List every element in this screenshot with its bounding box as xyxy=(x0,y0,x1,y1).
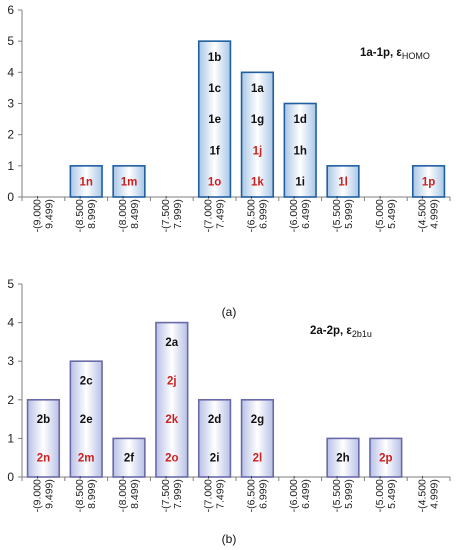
x-tick-label: -(7.500-7.999) xyxy=(160,195,184,232)
bar-label: 2e xyxy=(80,414,93,426)
x-tick-label: -(5.000-5.499) xyxy=(374,475,398,512)
bar-label: 1a xyxy=(251,83,264,95)
bar xyxy=(69,360,103,478)
x-tick-label: -(5.000-5.499) xyxy=(374,195,398,232)
bar xyxy=(369,437,403,478)
x-tick-label: -(5.500-5.999) xyxy=(331,195,355,232)
bar xyxy=(240,398,275,478)
bar-label: 2o xyxy=(165,453,178,465)
bar xyxy=(112,165,146,198)
x-tick-label: -(8.000-8.499) xyxy=(117,475,141,512)
bar-label: 2n xyxy=(37,453,50,465)
bar-label: 1m xyxy=(121,176,138,188)
bar-label: 1i xyxy=(295,176,305,188)
bar-label: 1f xyxy=(209,145,219,157)
bar xyxy=(240,71,275,198)
bar-label: 1p xyxy=(422,176,435,188)
bar-label: 1k xyxy=(251,176,264,188)
x-tick-label: -(8.500-8.999) xyxy=(74,475,98,512)
x-tick-label: -(9.000-9.499) xyxy=(31,195,55,232)
bar-label: 2m xyxy=(78,453,95,465)
series-annotation: 1a-1p, εHOMO xyxy=(360,47,430,61)
bar xyxy=(197,398,232,478)
bar-label: 2k xyxy=(165,414,178,426)
bar-label: 2a xyxy=(165,337,178,349)
x-tick-label: -(4.500-4.999) xyxy=(417,195,441,232)
bar-label: 2i xyxy=(210,453,220,465)
bar-label: 1b xyxy=(208,52,221,64)
series-annotation: 2a-2p, ε2b1u xyxy=(310,325,372,339)
bar-label: 1h xyxy=(293,145,306,157)
y-tick-label: 5 xyxy=(7,34,14,48)
bar-label: 2b xyxy=(37,414,50,426)
bar-label: 2d xyxy=(208,414,221,426)
bar-label: 1o xyxy=(208,176,221,188)
bar-label: 2j xyxy=(167,376,177,388)
panel-caption: (a) xyxy=(222,305,237,319)
x-tick-label: -(6.500-6.999) xyxy=(245,475,269,512)
chart-panel-a: 0 1 2 3 4 5 6 -(9.000-9.499) 1n -(8.500-8.999) 1m -… xyxy=(7,3,451,319)
y-tick-label: 2 xyxy=(7,128,14,142)
y-tick-label: 3 xyxy=(7,97,14,111)
x-tick-label: -(9.000-9.499) xyxy=(31,475,55,512)
bar xyxy=(69,165,103,198)
bar xyxy=(326,165,360,198)
x-tick-label: -(4.500-4.999) xyxy=(417,475,441,512)
bar xyxy=(326,437,360,478)
x-tick-label: -(6.000-6.499) xyxy=(288,475,312,512)
bar-label: 1g xyxy=(251,114,264,126)
bar-label: 1j xyxy=(253,145,263,157)
x-tick-label: -(6.500-6.999) xyxy=(245,195,269,232)
bar-label: 2h xyxy=(336,453,349,465)
y-tick-label: 4 xyxy=(7,316,14,330)
bar-label: 2c xyxy=(80,376,93,388)
y-tick-label: 0 xyxy=(7,190,14,204)
panel-caption: (b) xyxy=(222,532,237,546)
bar-label: 2l xyxy=(253,453,263,465)
bar xyxy=(411,165,446,198)
bar xyxy=(112,437,146,478)
bar xyxy=(155,321,189,478)
y-tick-label: 5 xyxy=(7,277,14,291)
bar-label: 1l xyxy=(338,176,348,188)
y-tick-label: 1 xyxy=(7,159,14,173)
bar-label: 2g xyxy=(251,414,264,426)
x-tick-label: -(7.000-7.499) xyxy=(203,475,227,512)
bar xyxy=(26,398,61,478)
x-tick-label: -(7.000-7.499) xyxy=(203,195,227,232)
x-tick-label: -(8.500-8.999) xyxy=(74,195,98,232)
y-tick-label: 1 xyxy=(7,431,14,445)
x-tick-label: -(8.000-8.499) xyxy=(117,195,141,232)
y-tick-label: 4 xyxy=(7,65,14,79)
y-tick-label: 6 xyxy=(7,3,14,17)
y-tick-label: 2 xyxy=(7,393,14,407)
bar xyxy=(283,102,317,198)
bar-label: 2p xyxy=(379,453,392,465)
y-tick-label: 0 xyxy=(7,470,14,484)
bar-label: 2f xyxy=(124,453,134,465)
bar-label: 1n xyxy=(79,176,92,188)
chart-panel-b: 0 1 2 3 4 5 2b 2n -(9.000-9.499) 2c 2e 2m -(8.500-8.… xyxy=(7,277,451,546)
x-tick-label: -(6.000-6.499) xyxy=(288,195,312,232)
y-tick-label: 3 xyxy=(7,354,14,368)
bar xyxy=(197,40,232,198)
bar-label: 1d xyxy=(293,114,306,126)
x-tick-label: -(7.500-7.999) xyxy=(160,475,184,512)
x-tick-label: -(5.500-5.999) xyxy=(331,475,355,512)
bar-label: 1c xyxy=(208,83,221,95)
bar-label: 1e xyxy=(208,114,221,126)
